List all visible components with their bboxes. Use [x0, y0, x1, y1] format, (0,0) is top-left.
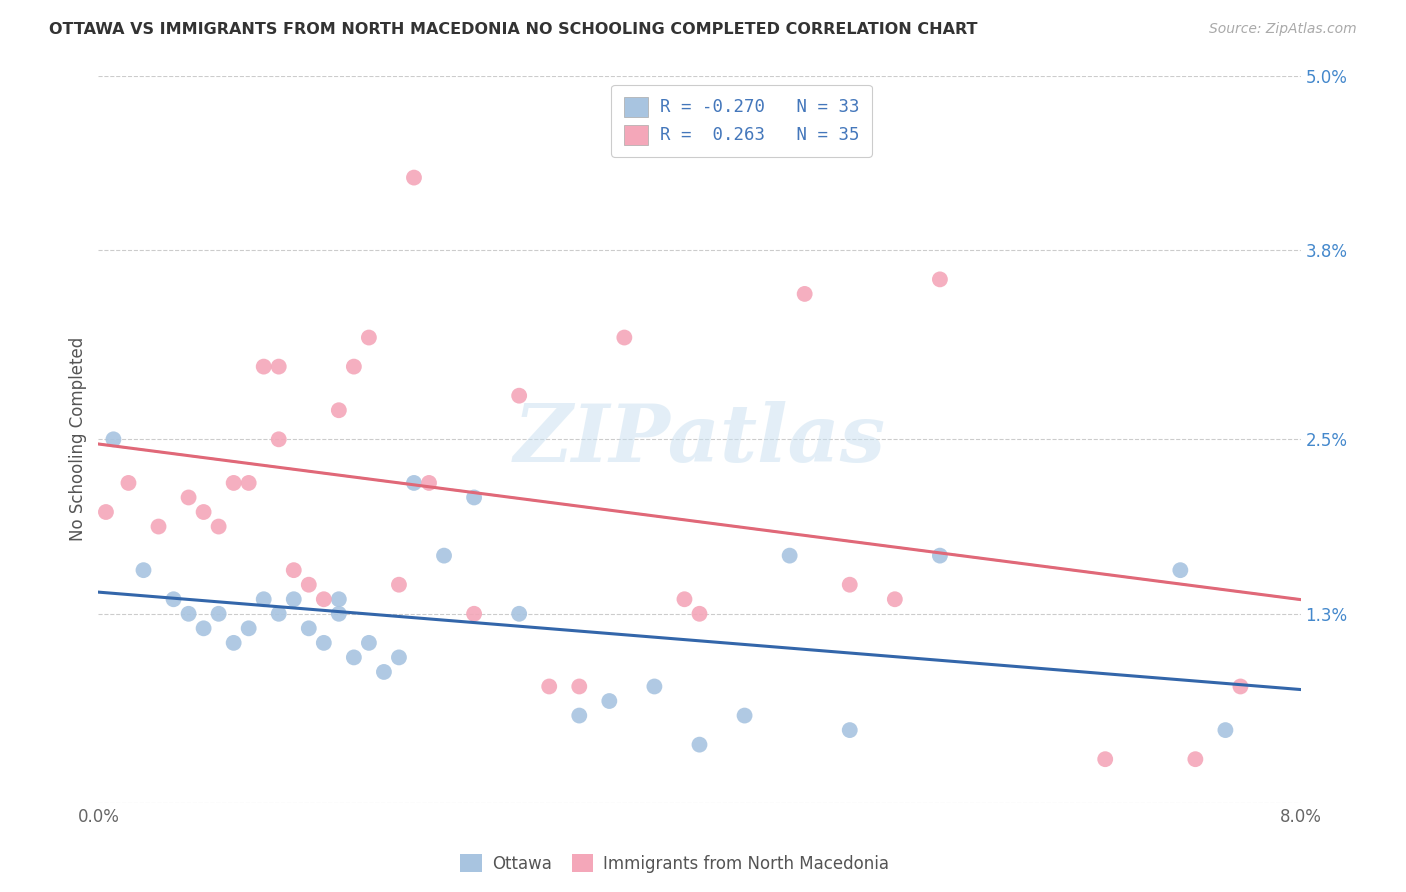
- Point: [328, 592, 350, 607]
- Point: [267, 433, 290, 447]
- Point: [238, 475, 260, 490]
- Point: [312, 636, 335, 650]
- Point: [267, 607, 290, 621]
- Point: [208, 607, 231, 621]
- Point: [402, 170, 425, 185]
- Point: [343, 650, 366, 665]
- Point: [208, 519, 231, 533]
- Point: [193, 505, 215, 519]
- Point: [298, 578, 321, 592]
- Point: [117, 475, 139, 490]
- Point: [793, 287, 815, 301]
- Point: [1094, 752, 1116, 766]
- Point: [193, 621, 215, 635]
- Point: [463, 491, 485, 505]
- Point: [748, 142, 770, 156]
- Point: [94, 505, 117, 519]
- Legend: R = -0.270   N = 33, R =  0.263   N = 35: R = -0.270 N = 33, R = 0.263 N = 35: [612, 85, 872, 157]
- Point: [238, 621, 260, 635]
- Point: [177, 491, 200, 505]
- Point: [343, 359, 366, 374]
- Point: [928, 549, 950, 563]
- Point: [673, 592, 696, 607]
- Point: [598, 694, 620, 708]
- Point: [162, 592, 184, 607]
- Point: [148, 519, 170, 533]
- Point: [1168, 563, 1191, 577]
- Point: [613, 330, 636, 344]
- Point: [689, 607, 711, 621]
- Point: [568, 708, 591, 723]
- Point: [357, 330, 380, 344]
- Point: [253, 592, 276, 607]
- Point: [222, 636, 245, 650]
- Point: [177, 607, 200, 621]
- Point: [463, 607, 485, 621]
- Text: OTTAWA VS IMMIGRANTS FROM NORTH MACEDONIA NO SCHOOLING COMPLETED CORRELATION CHA: OTTAWA VS IMMIGRANTS FROM NORTH MACEDONI…: [49, 22, 977, 37]
- Point: [643, 680, 665, 694]
- Point: [1215, 723, 1237, 737]
- Y-axis label: No Schooling Completed: No Schooling Completed: [69, 337, 87, 541]
- Point: [838, 723, 860, 737]
- Point: [283, 563, 305, 577]
- Point: [373, 665, 395, 679]
- Point: [298, 621, 321, 635]
- Point: [222, 475, 245, 490]
- Point: [538, 680, 561, 694]
- Point: [402, 475, 425, 490]
- Point: [267, 359, 290, 374]
- Point: [253, 359, 276, 374]
- Point: [132, 563, 155, 577]
- Point: [433, 549, 456, 563]
- Legend: Ottawa, Immigrants from North Macedonia: Ottawa, Immigrants from North Macedonia: [454, 847, 896, 880]
- Point: [418, 475, 440, 490]
- Point: [779, 549, 801, 563]
- Text: ZIPatlas: ZIPatlas: [513, 401, 886, 478]
- Point: [508, 389, 530, 403]
- Point: [357, 636, 380, 650]
- Point: [388, 650, 411, 665]
- Point: [312, 592, 335, 607]
- Point: [928, 272, 950, 286]
- Point: [283, 592, 305, 607]
- Point: [689, 738, 711, 752]
- Point: [734, 708, 756, 723]
- Point: [838, 578, 860, 592]
- Point: [388, 578, 411, 592]
- Point: [508, 607, 530, 621]
- Point: [328, 607, 350, 621]
- Point: [568, 680, 591, 694]
- Point: [1184, 752, 1206, 766]
- Point: [883, 592, 905, 607]
- Point: [103, 433, 125, 447]
- Point: [1229, 680, 1251, 694]
- Text: Source: ZipAtlas.com: Source: ZipAtlas.com: [1209, 22, 1357, 37]
- Point: [328, 403, 350, 417]
